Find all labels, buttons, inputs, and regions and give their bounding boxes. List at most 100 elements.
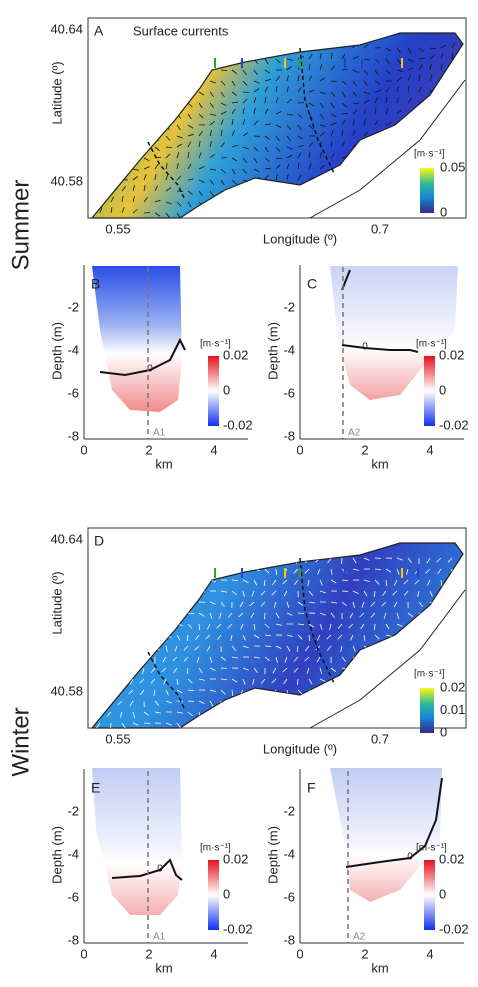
current-arrow (165, 645, 168, 652)
current-arrow (264, 656, 270, 662)
current-arrow (330, 141, 333, 148)
current-arrow (330, 113, 337, 118)
current-arrow (363, 119, 366, 126)
velocity-section (330, 266, 458, 400)
current-arrow (240, 623, 244, 630)
current-arrow (374, 568, 382, 571)
current-arrow (209, 120, 215, 126)
current-arrow (251, 590, 255, 597)
current-arrow (253, 667, 258, 674)
current-arrow (363, 80, 368, 87)
current-arrow (418, 75, 421, 82)
current-arrow (361, 601, 365, 608)
current-arrow (150, 678, 156, 684)
x-tick-label: 4 (210, 946, 217, 961)
colorbar (420, 688, 434, 733)
current-arrow (286, 124, 292, 130)
colorbar-tick-label: 0.02 (439, 347, 464, 362)
current-arrow (176, 175, 182, 181)
current-arrow (330, 130, 334, 137)
current-arrow (154, 700, 160, 706)
current-arrow (385, 568, 392, 573)
current-arrow (271, 678, 277, 684)
current-arrow (242, 157, 247, 164)
current-arrow (231, 108, 236, 115)
current-arrow (275, 124, 282, 128)
current-arrow (418, 47, 424, 53)
current-arrow (418, 64, 423, 71)
current-arrow (209, 700, 214, 707)
current-arrow (425, 568, 431, 574)
current-arrow (327, 557, 332, 564)
colorbar-tick-label: -0.02 (439, 417, 469, 432)
current-arrow (374, 80, 381, 85)
current-arrow (330, 53, 333, 60)
current-arrow (396, 47, 401, 54)
current-arrow (121, 207, 125, 214)
current-arrow (440, 64, 443, 71)
current-arrow (165, 135, 171, 141)
current-arrow (165, 722, 172, 726)
current-arrow (451, 42, 456, 49)
current-arrow (363, 108, 367, 115)
current-arrow (174, 645, 178, 652)
current-arrow (264, 623, 270, 629)
current-arrow (363, 91, 370, 95)
current-arrow (198, 667, 203, 674)
current-arrow (297, 163, 300, 170)
current-arrow (319, 152, 322, 159)
current-arrow (385, 634, 392, 637)
current-arrow (198, 678, 205, 681)
current-arrow (253, 146, 259, 152)
season-label: Summer (7, 180, 34, 271)
current-arrow (209, 168, 216, 171)
current-arrow (260, 601, 266, 607)
current-arrow (132, 196, 135, 203)
current-arrow (374, 634, 380, 640)
x-tick-label: 0 (80, 946, 87, 961)
transect-label: A1 (153, 428, 166, 439)
current-arrow (407, 75, 411, 82)
current-arrow (176, 711, 183, 714)
current-arrow (403, 590, 409, 596)
current-arrow (297, 689, 303, 695)
y-axis-label: Depth (m) (265, 322, 280, 380)
current-arrow (341, 102, 347, 108)
colorbar (424, 356, 435, 426)
current-arrow (272, 579, 277, 586)
transect-label: A2 (348, 428, 361, 439)
current-arrow (187, 711, 193, 717)
current-arrow (220, 678, 228, 681)
current-arrow (220, 168, 226, 174)
current-arrow (272, 667, 277, 674)
current-arrow (260, 678, 266, 684)
current-arrow (337, 623, 343, 629)
colorbar-tick-label: 0 (440, 724, 447, 739)
x-tick-label: 0.7 (371, 221, 389, 236)
current-arrow (275, 86, 278, 93)
current-arrow (374, 119, 379, 126)
current-arrow (253, 97, 257, 104)
current-arrow (307, 579, 310, 586)
current-arrow (275, 146, 281, 152)
current-arrow (330, 579, 337, 584)
colorbar-tick-label: -0.02 (223, 417, 253, 432)
current-arrow (319, 102, 324, 109)
current-arrow (429, 64, 432, 71)
current-arrow (374, 579, 380, 585)
current-arrow (176, 634, 181, 641)
current-arrow (286, 146, 293, 150)
current-arrow (264, 634, 272, 637)
current-arrow (286, 58, 293, 61)
current-arrow (209, 91, 214, 98)
current-arrow (183, 645, 189, 651)
current-arrow (286, 174, 289, 181)
y-axis-label: Depth (m) (49, 322, 64, 380)
current-arrow (209, 667, 216, 671)
current-arrow (198, 113, 204, 119)
current-arrow (330, 91, 336, 97)
current-arrow (396, 557, 403, 561)
current-arrow (308, 678, 313, 685)
current-arrow (227, 623, 233, 629)
current-arrow (286, 601, 290, 608)
